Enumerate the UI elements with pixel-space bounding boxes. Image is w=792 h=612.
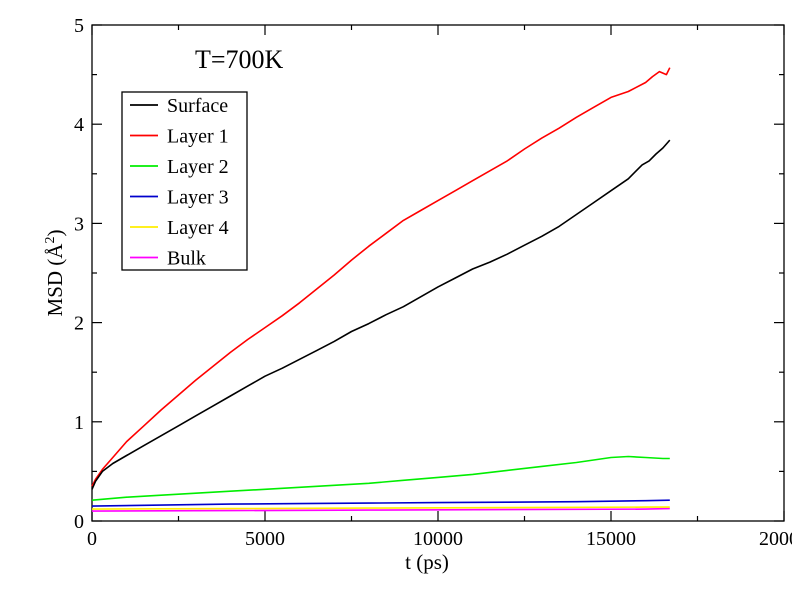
- y-axis-label-superscript: 2: [43, 237, 58, 244]
- series-line-layer-1: [91, 67, 671, 487]
- y-tick-label: 3: [74, 213, 84, 235]
- y-axis-label-close: ): [43, 230, 67, 237]
- x-tick-label: 10000: [413, 528, 463, 550]
- series-line-layer-3: [91, 499, 670, 507]
- x-axis-label: t (ps): [405, 550, 449, 574]
- y-axis-label-main: MSD (: [43, 259, 67, 317]
- y-tick-label: 2: [74, 313, 84, 335]
- series-line-layer-4: [91, 506, 670, 510]
- series-line-surface: [91, 139, 671, 490]
- temperature-annotation: T=700K: [195, 45, 284, 74]
- series-line-bulk: [91, 507, 670, 512]
- x-tick-label: 15000: [586, 528, 636, 550]
- y-tick-label: 4: [74, 114, 84, 136]
- x-tick-label: 0: [87, 528, 97, 550]
- y-tick-label: 0: [74, 511, 84, 533]
- legend-label-layer-3: Layer 3: [167, 187, 229, 209]
- legend: Surface Layer 1 Layer 2 Layer 3 Layer 4 Bulk: [121, 91, 248, 271]
- legend-label-layer-2: Layer 2: [167, 156, 229, 178]
- y-axis-label: MSD (Å2): [43, 230, 67, 317]
- y-tick-label: 5: [74, 15, 84, 37]
- axis-ticks: 0 5000 10000 15000 20000 0 1 2 3 4 5: [74, 15, 792, 550]
- y-axis-label-unit: Å: [43, 243, 67, 259]
- legend-box: [121, 91, 248, 271]
- x-tick-label: 20000: [759, 528, 792, 550]
- legend-label-bulk: Bulk: [167, 248, 206, 270]
- series-lines: [91, 67, 671, 512]
- legend-label-layer-1: Layer 1: [167, 126, 229, 148]
- y-tick-label: 1: [74, 412, 84, 434]
- legend-label-surface: Surface: [167, 95, 228, 117]
- series-line-layer-2: [91, 455, 670, 501]
- legend-label-layer-4: Layer 4: [167, 217, 229, 239]
- x-tick-label: 5000: [245, 528, 285, 550]
